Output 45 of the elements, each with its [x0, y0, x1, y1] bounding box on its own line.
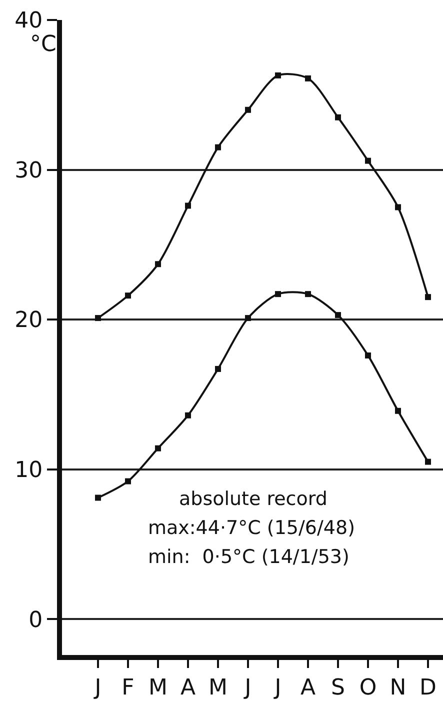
point: [155, 445, 161, 452]
x-tick-label: F: [122, 675, 134, 700]
point: [395, 408, 401, 414]
point: [305, 75, 311, 82]
point: [215, 366, 221, 372]
point: [335, 312, 341, 318]
y-axis-title: °C: [30, 32, 56, 57]
point: [185, 202, 191, 209]
point: [95, 315, 101, 322]
point: [275, 72, 281, 78]
annotation: min: 0·5°C (14/1/53): [148, 546, 350, 568]
point: [425, 458, 431, 465]
point: [245, 106, 251, 113]
x-tick-label: O: [359, 675, 377, 700]
point: [365, 352, 371, 358]
x-tick-label: A: [180, 675, 196, 700]
x-tick-label: D: [420, 675, 436, 700]
x-tick-label: M: [148, 675, 168, 700]
point: [395, 204, 401, 210]
annotation: absolute record: [179, 488, 328, 510]
point: [245, 315, 251, 322]
point: [215, 144, 221, 150]
annotation: max:44·7°C (15/6/48): [148, 517, 355, 539]
y-tick-label: 10: [14, 458, 43, 483]
point: [185, 412, 191, 418]
x-tick-label: J: [92, 675, 102, 700]
y-tick-label: 40: [14, 8, 43, 34]
x-tick-label: A: [300, 675, 316, 700]
x-tick-label: M: [208, 675, 228, 700]
point: [425, 294, 431, 300]
x-tick-label: S: [331, 675, 345, 700]
point: [95, 494, 101, 501]
point: [125, 478, 131, 484]
point: [275, 291, 281, 298]
y-tick-label: 20: [14, 308, 43, 334]
point: [365, 158, 371, 164]
x-tick-label: N: [390, 675, 406, 700]
point: [305, 291, 311, 298]
y-tick-label: 30: [14, 158, 43, 184]
point: [125, 292, 131, 299]
x-tick-label: J: [242, 675, 252, 700]
x-tick-label: J: [272, 675, 282, 700]
y-tick-label: 0: [28, 608, 43, 633]
point: [155, 261, 161, 268]
point: [335, 114, 341, 120]
